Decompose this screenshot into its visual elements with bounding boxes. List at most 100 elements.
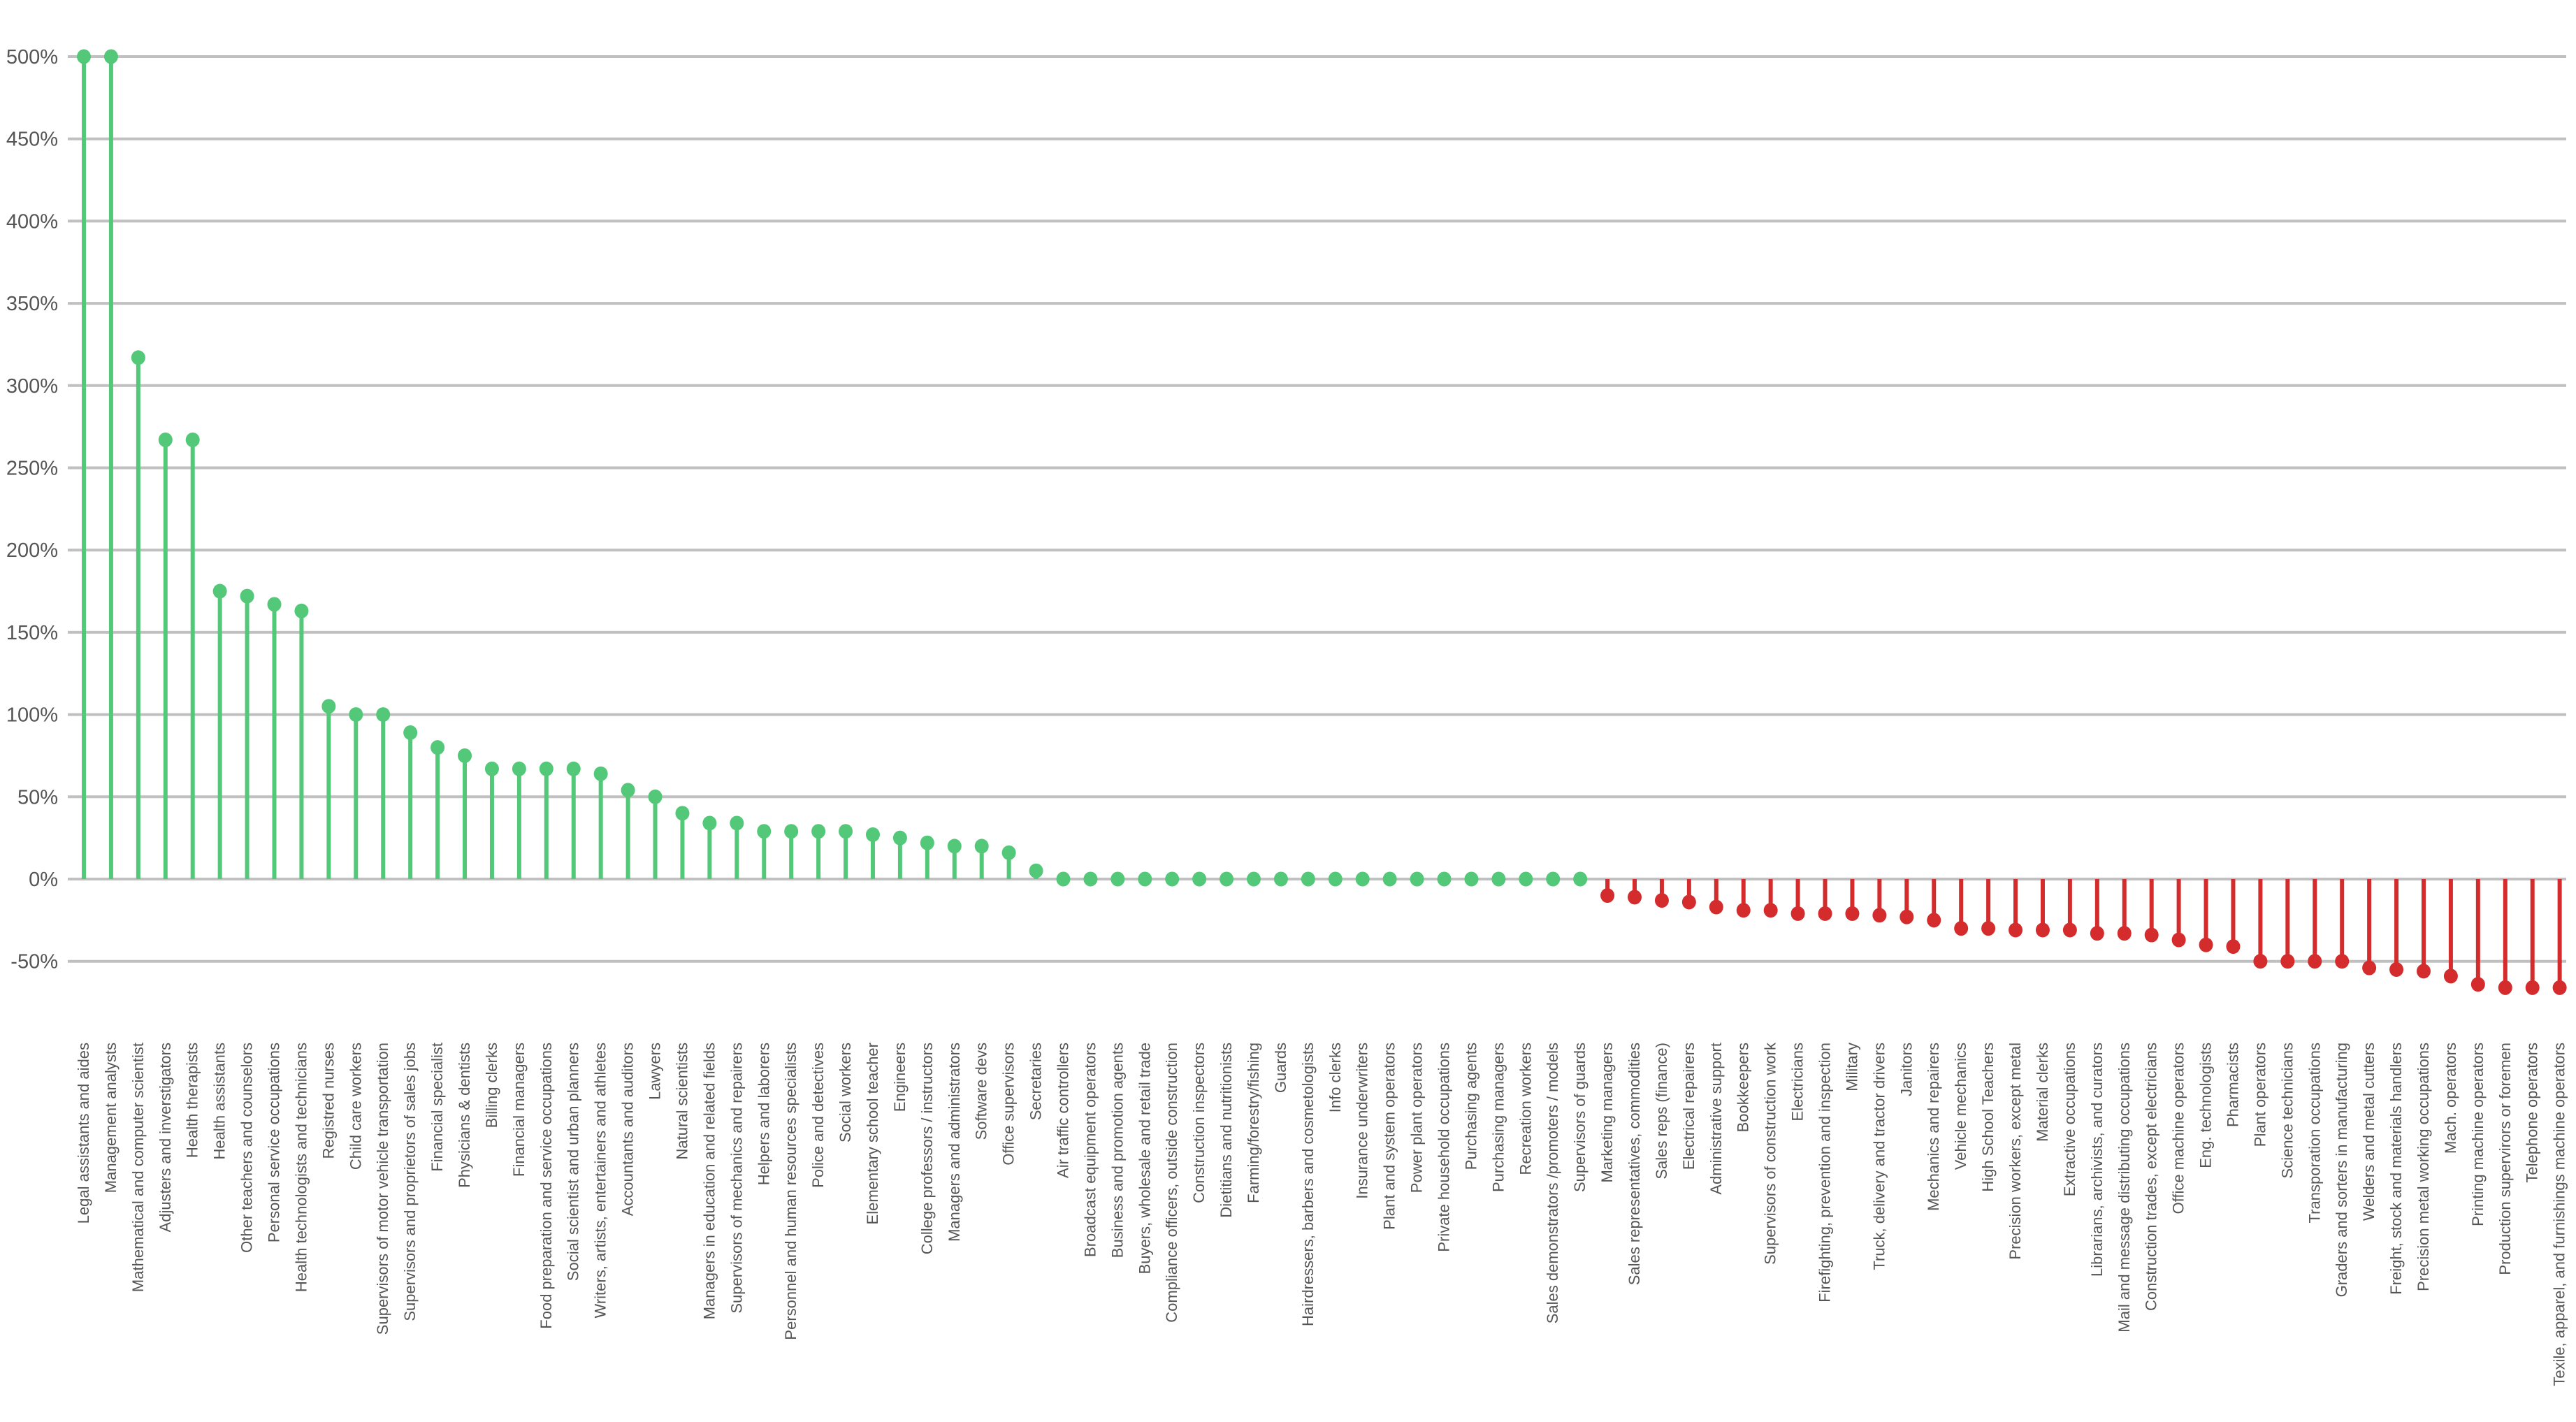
lollipop-dot[interactable] (1927, 913, 1941, 928)
lollipop-dot[interactable] (1573, 871, 1588, 887)
lollipop-dot[interactable] (1954, 921, 1969, 936)
lollipop-point[interactable] (1165, 871, 1180, 887)
lollipop-point[interactable] (1328, 871, 1343, 887)
lollipop-dot[interactable] (839, 824, 853, 839)
lollipop-point[interactable] (1654, 879, 1669, 908)
lollipop-dot[interactable] (1546, 871, 1561, 887)
lollipop-dot[interactable] (2117, 926, 2132, 941)
lollipop-point[interactable] (1872, 879, 1887, 923)
lollipop-dot[interactable] (1981, 921, 1996, 936)
lollipop-dot[interactable] (185, 432, 200, 447)
lollipop-dot[interactable] (2226, 939, 2241, 955)
lollipop-dot[interactable] (865, 827, 880, 842)
lollipop-point[interactable] (2280, 879, 2295, 969)
lollipop-point[interactable] (2199, 879, 2213, 952)
lollipop-point[interactable] (1600, 879, 1615, 904)
lollipop-dot[interactable] (1355, 871, 1370, 887)
lollipop-point[interactable] (2035, 879, 2050, 938)
lollipop-dot[interactable] (158, 432, 173, 447)
lollipop-point[interactable] (1519, 871, 1533, 887)
lollipop-point[interactable] (1464, 871, 1479, 887)
lollipop-point[interactable] (1083, 871, 1098, 887)
lollipop-dot[interactable] (1681, 894, 1696, 910)
lollipop-dot[interactable] (675, 806, 690, 821)
lollipop-point[interactable] (2009, 879, 2023, 938)
lollipop-dot[interactable] (1845, 906, 1860, 921)
lollipop-point[interactable] (484, 761, 499, 879)
lollipop-point[interactable] (1029, 863, 1043, 879)
lollipop-point[interactable] (267, 597, 282, 879)
lollipop-point[interactable] (212, 583, 227, 879)
lollipop-point[interactable] (2525, 879, 2540, 995)
lollipop-point[interactable] (321, 699, 336, 879)
lollipop-dot[interactable] (811, 824, 826, 839)
lollipop-dot[interactable] (1790, 906, 1805, 921)
lollipop-dot[interactable] (294, 603, 309, 618)
lollipop-point[interactable] (376, 707, 391, 879)
lollipop-dot[interactable] (212, 583, 227, 599)
lollipop-dot[interactable] (2470, 977, 2485, 992)
lollipop-dot[interactable] (1273, 871, 1288, 887)
lollipop-point[interactable] (730, 815, 744, 879)
lollipop-dot[interactable] (1165, 871, 1180, 887)
lollipop-dot[interactable] (1519, 871, 1533, 887)
lollipop-dot[interactable] (430, 740, 445, 755)
lollipop-point[interactable] (240, 588, 254, 879)
lollipop-dot[interactable] (1083, 871, 1098, 887)
lollipop-dot[interactable] (2144, 927, 2159, 943)
lollipop-dot[interactable] (1736, 903, 1751, 918)
lollipop-dot[interactable] (2443, 968, 2458, 984)
lollipop-point[interactable] (811, 824, 826, 879)
lollipop-dot[interactable] (2062, 922, 2077, 938)
lollipop-dot[interactable] (458, 748, 472, 763)
lollipop-dot[interactable] (1029, 863, 1043, 878)
lollipop-point[interactable] (784, 824, 799, 879)
lollipop-dot[interactable] (240, 588, 254, 604)
lollipop-point[interactable] (103, 49, 118, 880)
lollipop-point[interactable] (1628, 879, 1642, 905)
lollipop-point[interactable] (2308, 879, 2322, 969)
lollipop-point[interactable] (430, 740, 445, 879)
lollipop-dot[interactable] (593, 766, 608, 781)
lollipop-point[interactable] (1437, 871, 1452, 887)
lollipop-dot[interactable] (974, 839, 989, 854)
lollipop-point[interactable] (702, 815, 717, 879)
lollipop-point[interactable] (185, 432, 200, 879)
lollipop-point[interactable] (1818, 879, 1832, 921)
lollipop-point[interactable] (1981, 879, 1996, 936)
lollipop-dot[interactable] (920, 835, 934, 850)
lollipop-point[interactable] (1410, 871, 1424, 887)
lollipop-dot[interactable] (349, 707, 363, 723)
lollipop-dot[interactable] (103, 49, 118, 64)
lollipop-point[interactable] (1001, 845, 1016, 879)
lollipop-dot[interactable] (702, 815, 717, 831)
lollipop-point[interactable] (1736, 879, 1751, 918)
lollipop-point[interactable] (2470, 879, 2485, 992)
lollipop-point[interactable] (158, 432, 173, 879)
lollipop-dot[interactable] (77, 49, 91, 64)
lollipop-point[interactable] (1491, 871, 1506, 887)
lollipop-dot[interactable] (784, 824, 799, 839)
lollipop-dot[interactable] (2498, 980, 2512, 995)
lollipop-point[interactable] (947, 839, 962, 879)
lollipop-point[interactable] (1790, 879, 1805, 921)
lollipop-point[interactable] (539, 761, 553, 879)
lollipop-dot[interactable] (2280, 954, 2295, 969)
lollipop-dot[interactable] (2525, 980, 2540, 995)
lollipop-dot[interactable] (2552, 980, 2567, 995)
lollipop-dot[interactable] (1001, 845, 1016, 860)
lollipop-dot[interactable] (1818, 906, 1832, 921)
lollipop-point[interactable] (1709, 879, 1723, 915)
lollipop-point[interactable] (1763, 879, 1778, 918)
lollipop-dot[interactable] (2009, 922, 2023, 938)
lollipop-dot[interactable] (1138, 871, 1152, 887)
lollipop-point[interactable] (621, 783, 635, 879)
lollipop-point[interactable] (2389, 879, 2404, 977)
lollipop-point[interactable] (2253, 879, 2268, 969)
lollipop-dot[interactable] (2199, 937, 2213, 952)
lollipop-dot[interactable] (484, 761, 499, 776)
lollipop-dot[interactable] (2035, 922, 2050, 938)
lollipop-dot[interactable] (1437, 871, 1452, 887)
lollipop-dot[interactable] (2416, 964, 2431, 979)
lollipop-point[interactable] (131, 350, 145, 879)
